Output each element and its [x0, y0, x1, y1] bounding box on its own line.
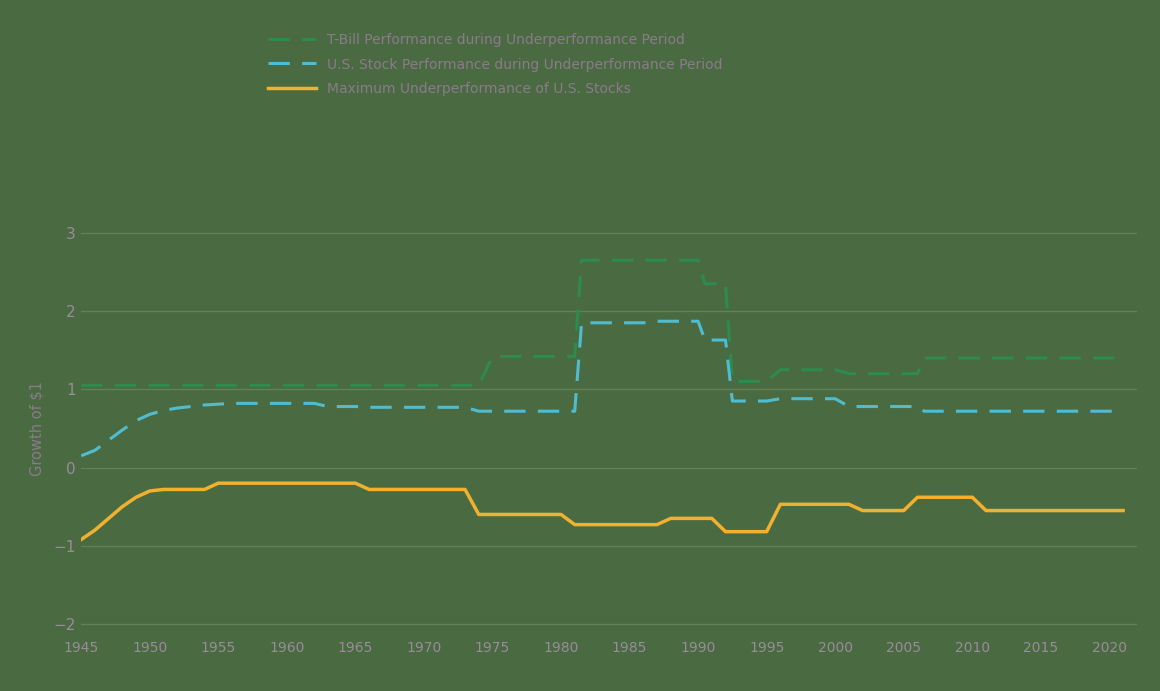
Y-axis label: Growth of $1: Growth of $1 — [30, 381, 45, 476]
Legend: T-Bill Performance during Underperformance Period, U.S. Stock Performance during: T-Bill Performance during Underperforman… — [262, 28, 728, 102]
